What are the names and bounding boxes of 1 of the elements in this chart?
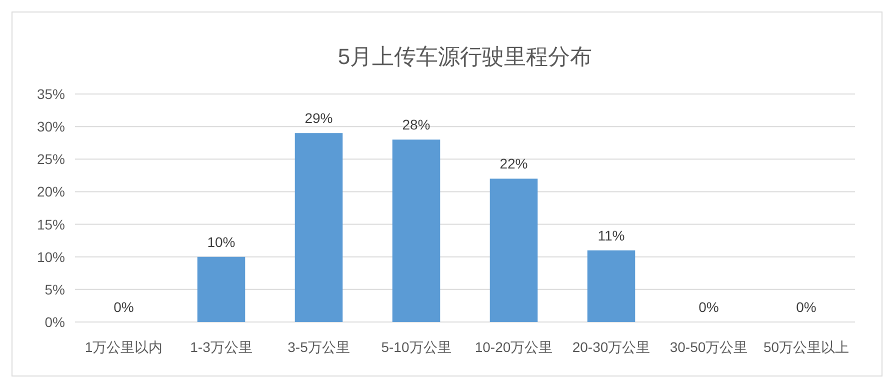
title: 5月上传车源行驶里程分布 bbox=[338, 44, 592, 69]
